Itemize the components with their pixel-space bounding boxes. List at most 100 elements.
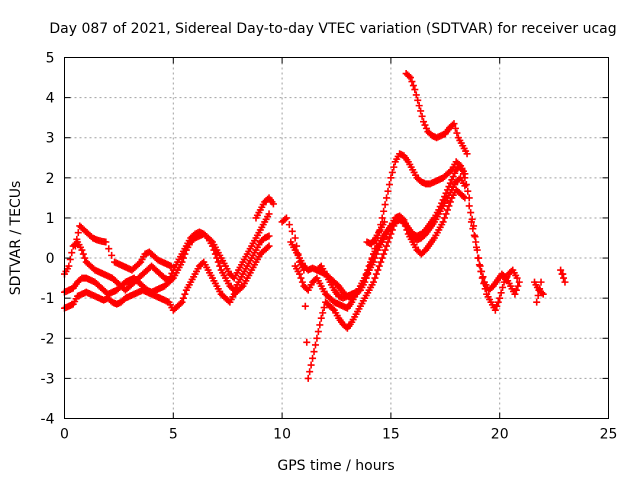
- data-point: [472, 238, 480, 246]
- y-tick-label: -2: [41, 331, 55, 347]
- data-point: [369, 278, 377, 286]
- data-point: [475, 254, 483, 262]
- data-point: [539, 290, 547, 298]
- data-point: [74, 229, 82, 237]
- data-point: [467, 209, 475, 217]
- data-point: [179, 294, 187, 302]
- data-point: [365, 266, 373, 274]
- y-tick-label: 4: [46, 91, 55, 107]
- y-tick-label: 2: [46, 171, 55, 187]
- data-point: [443, 186, 451, 194]
- data-point: [291, 234, 299, 242]
- data-point: [329, 305, 337, 313]
- data-point: [71, 242, 79, 250]
- data-point: [536, 285, 544, 293]
- data-point: [167, 262, 175, 270]
- data-point: [369, 250, 377, 258]
- data-point: [297, 274, 305, 282]
- y-tick-label: 0: [46, 251, 55, 267]
- data-point: [467, 218, 475, 226]
- data-point: [501, 273, 509, 281]
- data-point: [390, 163, 398, 171]
- data-point: [446, 179, 454, 187]
- data-point: [534, 291, 542, 299]
- data-point: [264, 243, 272, 251]
- data-point: [364, 270, 372, 278]
- data-point: [533, 298, 541, 306]
- data-point: [493, 302, 501, 310]
- data-point: [458, 166, 466, 174]
- x-tick-label: 0: [60, 427, 69, 443]
- data-point: [461, 182, 469, 190]
- data-point: [449, 172, 457, 180]
- x-tick-label: 10: [273, 427, 291, 443]
- data-point: [377, 258, 385, 266]
- data-point: [459, 193, 467, 201]
- data-point: [442, 189, 450, 197]
- data-point: [476, 262, 484, 270]
- data-point: [383, 194, 391, 202]
- data-point: [537, 278, 545, 286]
- data-point: [65, 262, 73, 270]
- data-point: [478, 267, 486, 275]
- y-tick-label: -1: [41, 291, 55, 307]
- data-point: [464, 187, 472, 195]
- data-point: [303, 338, 311, 346]
- data-point: [406, 74, 414, 82]
- data-point: [457, 162, 465, 170]
- data-point: [469, 225, 477, 233]
- data-point: [378, 254, 386, 262]
- data-point: [411, 86, 419, 94]
- data-point: [371, 245, 379, 253]
- data-points: [61, 70, 569, 382]
- data-point: [281, 215, 289, 223]
- data-point: [298, 278, 306, 286]
- x-tick-label: 5: [169, 427, 178, 443]
- data-point: [479, 273, 487, 281]
- data-point: [435, 206, 443, 214]
- data-point: [445, 183, 453, 191]
- axis-ticks: [64, 57, 609, 419]
- data-point: [368, 255, 376, 263]
- data-point: [307, 361, 315, 369]
- data-point: [310, 348, 318, 356]
- data-point: [362, 274, 370, 282]
- y-tick-label: -3: [41, 371, 55, 387]
- data-point: [166, 273, 174, 281]
- x-tick-label: 15: [382, 427, 400, 443]
- data-point: [465, 202, 473, 210]
- data-point: [361, 278, 369, 286]
- data-point: [313, 334, 321, 342]
- data-point: [108, 251, 116, 259]
- data-point: [385, 181, 393, 189]
- data-point: [265, 232, 273, 240]
- data-point: [513, 274, 521, 282]
- data-point: [102, 238, 110, 246]
- data-point: [381, 201, 389, 209]
- chart-title: Day 087 of 2021, Sidereal Day-to-day VTE…: [49, 21, 616, 37]
- data-point: [314, 328, 322, 336]
- data-point: [371, 274, 379, 282]
- data-point: [265, 242, 273, 250]
- data-point: [446, 198, 454, 206]
- data-point: [383, 242, 391, 250]
- data-point: [491, 306, 499, 314]
- data-point: [66, 255, 74, 263]
- x-tick-label: 25: [600, 427, 618, 443]
- data-point: [420, 118, 428, 126]
- data-point: [453, 129, 461, 137]
- data-point: [405, 72, 413, 80]
- data-point: [388, 168, 396, 176]
- data-point: [319, 309, 327, 317]
- data-point: [415, 102, 423, 110]
- data-point: [496, 294, 504, 302]
- data-point: [414, 96, 422, 104]
- data-point: [177, 300, 185, 308]
- data-point: [538, 289, 546, 297]
- data-point: [422, 124, 430, 132]
- data-point: [309, 354, 317, 362]
- data-point: [282, 214, 290, 222]
- data-point: [408, 78, 416, 86]
- data-point: [511, 290, 519, 298]
- data-point: [514, 282, 522, 290]
